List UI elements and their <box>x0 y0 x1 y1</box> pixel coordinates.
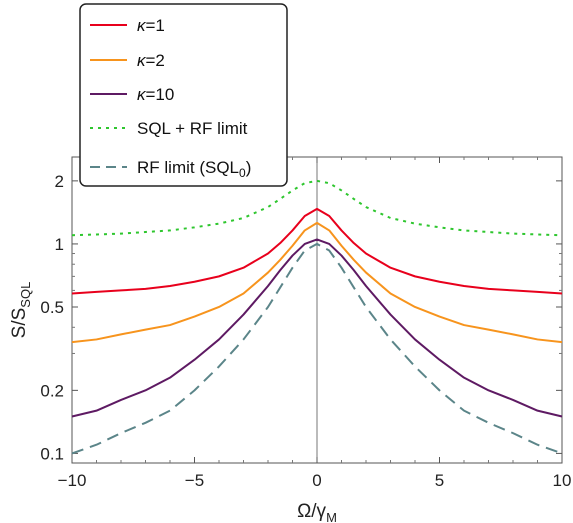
y-tick-label: 0.5 <box>40 298 64 317</box>
legend-label-0: κ=1 <box>137 16 165 35</box>
x-tick-label: −5 <box>185 471 204 490</box>
y-tick-label: 0.1 <box>40 444 64 463</box>
series-line-1 <box>71 221 563 344</box>
series-line-3 <box>71 179 563 237</box>
series-line-0 <box>71 207 563 295</box>
y-tick-label: 0.2 <box>40 381 64 400</box>
y-axis-title: S/SSQL <box>9 282 33 339</box>
legend-label-4: RF limit (SQL0) <box>137 158 251 180</box>
x-axis-title: Ω/γM <box>297 501 337 523</box>
series-line-4 <box>71 242 563 455</box>
x-tick-label: 0 <box>312 471 321 490</box>
y-tick-label: 1 <box>55 235 64 254</box>
legend-label-2: κ=10 <box>137 85 174 104</box>
x-tick-label: 10 <box>553 471 572 490</box>
legend: κ=1 κ=2 κ=10 SQL + RF limit RF limit (SQL0) <box>79 3 288 187</box>
axis-ticks: −10 −5 0 5 10 0.1 0.2 0.5 1 2 <box>40 157 571 490</box>
plot-frame <box>71 156 563 464</box>
legend-label-1: κ=2 <box>137 51 165 70</box>
legend-box <box>79 3 288 187</box>
series-line-2 <box>71 238 563 418</box>
legend-label-3: SQL + RF limit <box>137 119 248 138</box>
y-tick-label: 2 <box>55 172 64 191</box>
x-tick-label: 5 <box>435 471 444 490</box>
series-lines <box>71 179 563 455</box>
x-tick-label: −10 <box>58 471 87 490</box>
